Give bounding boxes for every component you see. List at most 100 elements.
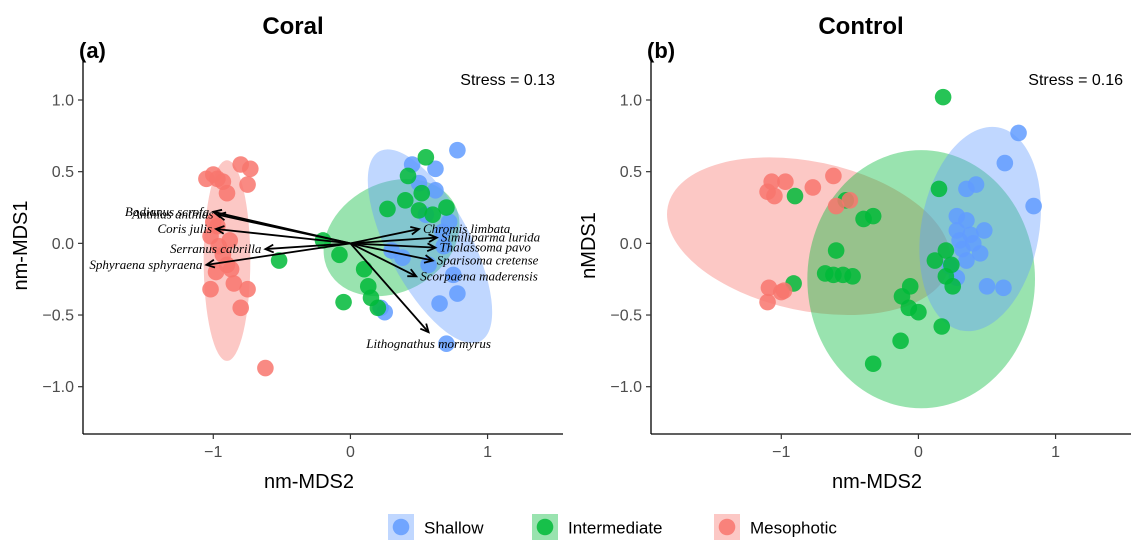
y-tick-label: −0.5 [610,308,642,325]
legend: Shallow Intermediate Mesophotic [388,514,837,540]
point-mesophotic [239,176,256,193]
species-label: Thalassoma pavo [439,240,531,255]
point-intermediate [933,318,951,335]
vector-arrow [349,242,430,333]
y-tick-label: −0.5 [42,308,74,325]
panel-label: (a) [79,38,106,63]
arrowhead [211,208,223,219]
point-intermediate [410,202,428,219]
vector-arrow [350,236,437,245]
point-shallow [449,285,466,302]
arrowhead [410,225,422,236]
point-mesophotic [775,282,793,299]
species-label: Sphyraena sphyraena [89,257,203,272]
species-label: Coris julis [157,221,212,236]
vector-arrow [265,242,351,250]
arrowhead [423,254,435,264]
panel-title: Control [818,13,903,40]
ellipse-mesophotic [667,157,951,316]
point-shallow [427,160,444,178]
legend-key-dot [718,518,736,536]
point-mesophotic [225,275,243,292]
species-label: Anthias anthias [131,207,213,222]
point-intermediate [944,278,962,295]
point-shallow [438,335,455,352]
point-intermediate [934,88,952,106]
point-intermediate [901,278,919,295]
point-intermediate [413,184,431,202]
stress-annotation: Stress = 0.16 [1028,72,1123,89]
x-tick-label: −1 [772,444,790,461]
point-shallow [1010,124,1027,142]
legend-label: Mesophotic [750,519,837,538]
x-tick-label: 1 [1051,444,1060,461]
point-mesophotic [766,187,783,205]
point-mesophotic [841,192,859,209]
arrowhead [213,225,225,235]
point-intermediate [786,187,804,205]
y-tick-label: −1.0 [610,379,642,396]
vector-arrow [350,242,436,249]
point-mesophotic [257,359,274,377]
arrowhead [407,268,419,278]
x-axis-title: nm-MDS2 [264,471,354,493]
point-shallow [995,279,1012,297]
point-mesophotic [222,260,240,278]
point-shallow [975,222,993,239]
y-tick-label: −1.0 [42,379,74,396]
x-tick-label: 0 [914,444,923,461]
point-mesophotic [777,173,794,191]
arrowhead [263,243,275,254]
point-mesophotic [825,167,842,185]
species-label: Lithognathus mormyrus [365,336,491,351]
species-label: Serranus cabrilla [170,241,262,256]
panel-title: Coral [262,13,323,40]
vector-arrow [350,228,420,245]
point-intermediate [399,167,417,185]
point-shallow [427,182,444,199]
point-intermediate [910,303,927,321]
point-intermediate [438,199,455,216]
y-tick-label: 0.0 [620,236,642,253]
legend-label: Shallow [424,519,484,538]
point-intermediate [864,207,882,225]
point-shallow [996,154,1014,172]
species-label: Chromis limbata [423,221,511,236]
point-intermediate [424,206,442,223]
point-intermediate [396,192,414,209]
species-label: Bodianus scrofa [125,204,210,219]
y-axis-title: nm-MDS1 [10,200,32,290]
point-intermediate [379,200,396,218]
y-tick-label: 1.0 [620,93,642,110]
point-intermediate [844,268,861,285]
legend-key-dot [392,518,410,536]
point-shallow [958,252,975,269]
point-intermediate [864,355,882,373]
point-mesophotic [827,197,845,215]
vector-arrow [213,210,351,245]
point-mesophotic [221,232,239,249]
species-label: Sparisoma cretense [437,253,539,268]
point-intermediate [892,332,909,350]
arrowhead [428,233,439,243]
vector-arrow [350,242,433,262]
point-intermediate [930,180,948,198]
species-label: Similiparma lurida [441,230,541,245]
y-tick-label: 0.0 [52,236,74,253]
arrowhead [419,323,430,334]
panel-control: −1 0 1 −1.0 −0.5 0.0 0.5 1.0 Control (b) Stress = … [578,13,1131,493]
point-intermediate [827,242,845,259]
point-mesophotic [232,299,250,317]
point-shallow [1025,197,1042,215]
panel-label: (b) [647,38,675,63]
point-shallow [431,295,448,312]
legend-key-dot [536,518,554,536]
point-mesophotic [759,293,776,311]
point-intermediate [926,252,944,269]
point-mesophotic [242,160,259,178]
y-tick-label: 0.5 [52,164,74,181]
vector-arrow [215,228,351,245]
point-shallow [449,141,466,159]
point-mesophotic [202,280,219,298]
